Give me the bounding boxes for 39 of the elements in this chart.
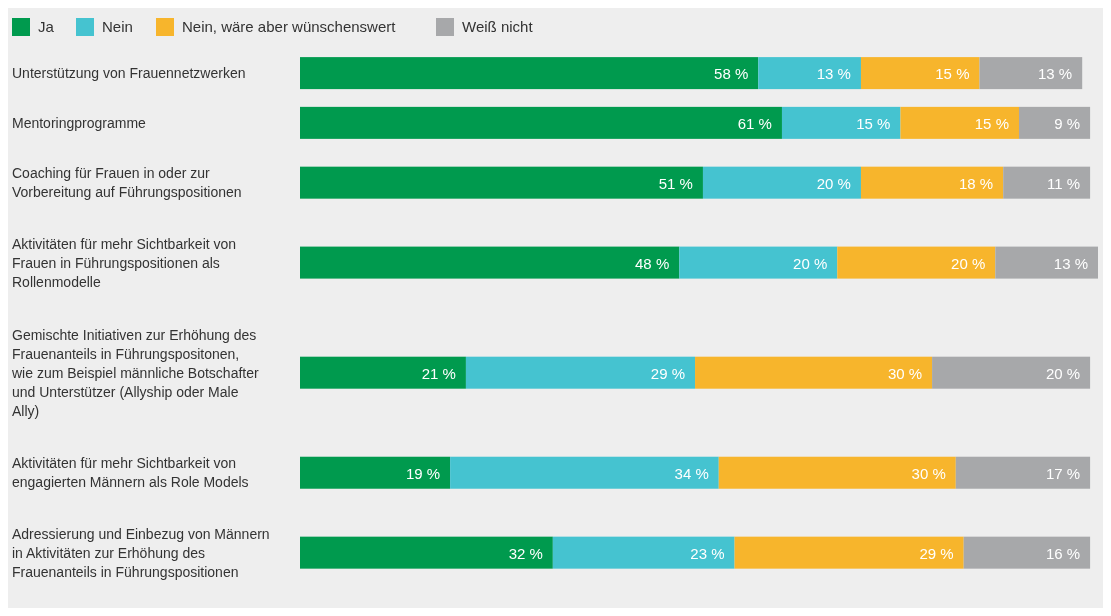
data-label: 11 % — [1047, 174, 1081, 192]
data-label: 13 % — [816, 65, 851, 83]
legend-label: Ja — [38, 18, 55, 35]
data-label: 30 % — [887, 364, 923, 382]
data-label: 23 % — [690, 544, 725, 562]
legend-label: Weiß nicht — [462, 18, 534, 35]
data-label: 20 % — [793, 254, 828, 272]
data-label: 19 % — [405, 464, 441, 482]
y-tick-label: Gemischte Initiativen zur Erhöhung des Frauenanteils in Führungspositonen, wie zum Beispiel männliche Botschafter und Unterstützer (Allyship oder Male Ally) — [11, 326, 260, 419]
data-label: 29 % — [919, 544, 954, 562]
y-tick-label: Aktivitäten für mehr Sichtbarkeit von Frauen in Führungspositionen als Rollenmodelle — [12, 235, 237, 290]
data-label: 34 % — [674, 464, 709, 482]
y-tick-label: Coaching für Frauen in oder zur Vorbereitung auf Führungspositionen — [12, 165, 242, 201]
data-label: 30 % — [911, 464, 946, 482]
data-label: 61 % — [737, 114, 772, 132]
data-label: 32 % — [508, 544, 543, 562]
data-label: 20 % — [951, 254, 986, 272]
data-label: 21 % — [421, 364, 456, 382]
data-label: 20 % — [1045, 364, 1081, 382]
y-tick-label: Adressierung und Einbezug von Männern in Aktivitäten zur Erhöhung des Frauenanteils in Führungspositionen — [12, 525, 270, 580]
y-tick-label: Unterstützung von Frauennetzwerken — [12, 65, 246, 82]
data-label: 51 % — [658, 174, 693, 192]
data-label: 20 % — [816, 174, 851, 192]
data-label: 18 % — [958, 174, 994, 192]
legend-label: Nein — [102, 18, 133, 35]
data-label: 9 % — [1054, 114, 1081, 132]
data-label: 15 % — [935, 65, 970, 83]
y-tick-label: Mentoringprogramme — [12, 114, 147, 131]
data-label: 48 % — [635, 254, 670, 272]
y-tick-label: Aktivitäten für mehr Sichtbarkeit von engagierten Männern als Role Models — [12, 455, 249, 491]
legend-label: Nein, wäre aber wünschenswert — [182, 18, 397, 35]
data-label: 16 % — [1045, 544, 1081, 562]
data-label: 17 % — [1045, 464, 1081, 482]
data-label: 29 % — [650, 364, 686, 382]
data-label: 15 % — [974, 114, 1009, 132]
data-label: 15 % — [856, 114, 891, 132]
data-label: 13 % — [1053, 254, 1088, 272]
data-label: 58 % — [714, 65, 749, 83]
data-label: 13 % — [1037, 65, 1073, 83]
